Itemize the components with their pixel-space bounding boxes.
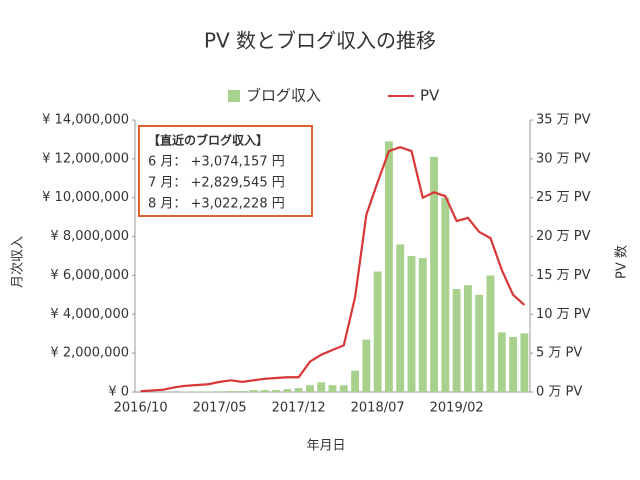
line: [140, 146, 526, 393]
bar: [305, 385, 314, 392]
bar: [351, 370, 360, 392]
bar: [204, 391, 213, 392]
bar: [193, 391, 202, 392]
bar: [475, 294, 484, 392]
x-axis-label: 年月日: [306, 439, 345, 454]
y2-tick-label: 15 万 PV: [536, 268, 591, 283]
y2-tick-label: 5 万 PV: [536, 346, 582, 361]
x-tick-label: 2018/07: [351, 401, 405, 416]
bar: [463, 285, 472, 392]
y-tick-label: ¥ 12,000,000: [42, 151, 129, 166]
bar: [384, 141, 393, 392]
y-tick-label: ¥ 14,000,000: [42, 113, 129, 128]
bar: [452, 289, 461, 392]
bar: [396, 244, 405, 392]
y-tick-label: ¥ 0: [108, 385, 129, 400]
bar: [339, 385, 348, 392]
legend-swatch: [228, 90, 240, 102]
bar: [294, 388, 303, 392]
bar: [373, 271, 382, 392]
annotation-line: 8 月： +3,022,228 円: [148, 197, 285, 212]
y-tick-label: ¥ 2,000,000: [50, 346, 129, 361]
bar: [407, 256, 416, 392]
bar: [362, 339, 371, 392]
chart-title: PV 数とブログ収入の推移: [204, 29, 436, 53]
x-tick-label: 2017/12: [272, 401, 326, 416]
x-tick-label: 2017/05: [193, 401, 247, 416]
bar: [486, 275, 495, 392]
bar: [328, 385, 337, 392]
bar: [430, 156, 439, 392]
y2-tick-label: 35 万 PV: [536, 113, 591, 128]
bar: [272, 390, 281, 392]
bar: [249, 390, 258, 392]
bar: [283, 389, 292, 392]
legend-label: ブログ収入: [246, 87, 321, 105]
bar: [509, 337, 518, 392]
y-tick-label: ¥ 8,000,000: [50, 229, 129, 244]
y-tick-label: ¥ 4,000,000: [50, 307, 129, 322]
bar: [226, 391, 235, 392]
annotation-line: 7 月： +2,829,545 円: [148, 176, 285, 191]
y-axis-label: 月次収入: [10, 236, 26, 288]
x-tick-label: 2016/10: [114, 401, 168, 416]
annotation-line: 6 月： +3,074,157 円: [148, 155, 285, 170]
y2-tick-label: 10 万 PV: [536, 307, 591, 322]
annotation-title: 【直近のブログ収入】: [148, 133, 268, 148]
bar: [260, 390, 269, 392]
y2-tick-label: 0 万 PV: [536, 385, 582, 400]
bar: [418, 257, 427, 392]
bar: [238, 391, 247, 392]
bar: [441, 197, 450, 392]
annotation-box: [138, 125, 313, 217]
x-tick-label: 2019/02: [430, 401, 484, 416]
y-tick-label: ¥ 6,000,000: [50, 268, 129, 283]
legend-label: PV: [420, 87, 440, 105]
bar: [520, 333, 529, 392]
bar: [497, 332, 506, 392]
y2-tick-label: 20 万 PV: [536, 229, 591, 244]
bar: [317, 382, 326, 392]
y2-axis-label: PV 数: [615, 245, 630, 279]
y2-tick-label: 25 万 PV: [536, 190, 591, 205]
y2-tick-label: 30 万 PV: [536, 151, 591, 166]
y-tick-label: ¥ 10,000,000: [42, 190, 129, 205]
bar: [215, 391, 224, 392]
